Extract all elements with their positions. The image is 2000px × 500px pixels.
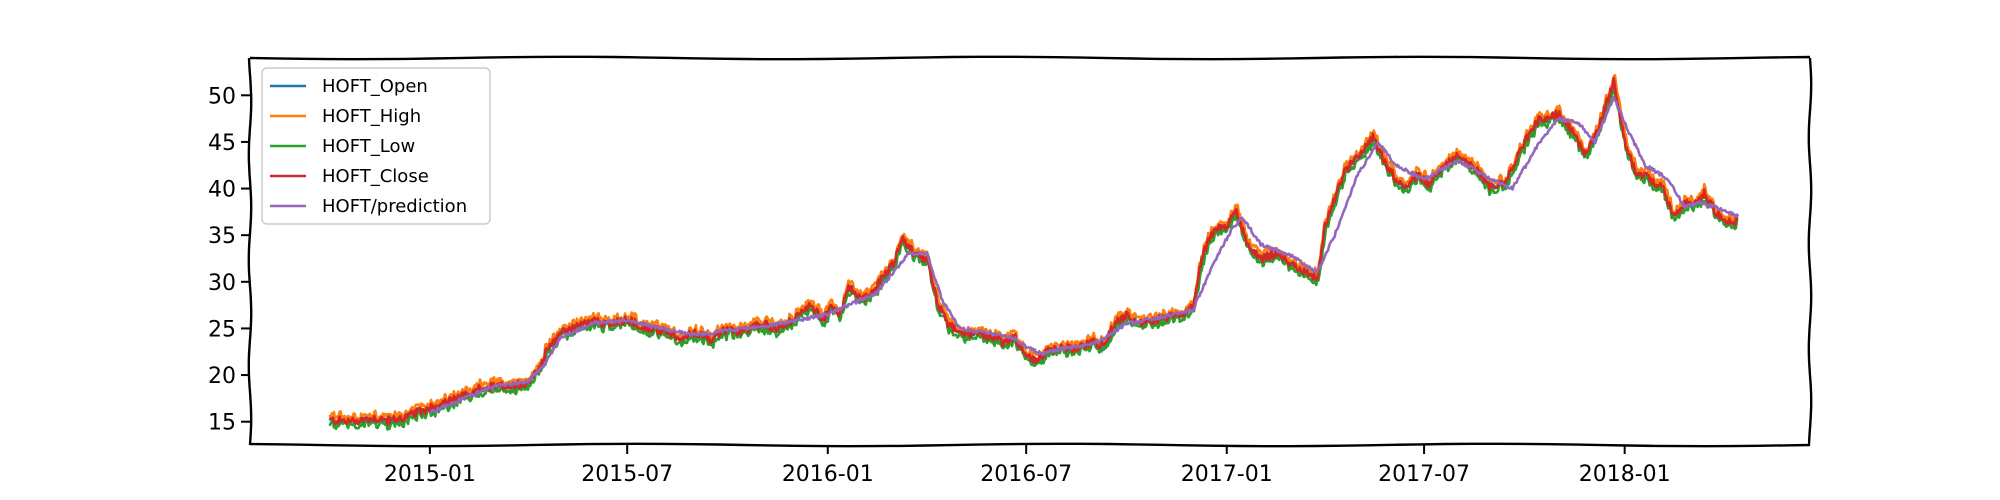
y-tick-label: 40 <box>208 178 236 203</box>
x-tick-label: 2016-01 <box>782 462 874 487</box>
legend-box <box>261 67 491 225</box>
y-tick-label: 25 <box>208 317 236 342</box>
y-tick-label: 15 <box>208 411 236 436</box>
x-tick-label: 2015-01 <box>384 462 476 487</box>
x-tick-label: 2015-07 <box>581 462 673 487</box>
x-tick-label: 2018-01 <box>1579 462 1671 487</box>
y-axis: 15 20 25 30 35 40 45 50 <box>208 84 250 436</box>
y-tick-label: 35 <box>208 224 236 249</box>
x-axis: 2015-01 2015-07 2016-01 2016-07 2017-01 2017-… <box>384 445 1671 487</box>
y-tick-label: 45 <box>208 131 236 156</box>
y-tick-label: 30 <box>208 271 236 296</box>
legend-label: HOFT_High <box>322 106 421 127</box>
series-line-hoft-prediction <box>429 95 1740 414</box>
x-tick-label: 2016-07 <box>980 462 1072 487</box>
legend-label: HOFT/prediction <box>322 196 467 217</box>
legend: HOFT_Open HOFT_High HOFT_Low HOFT_Close HOFT… <box>261 67 491 225</box>
x-tick-label: 2017-07 <box>1378 462 1470 487</box>
legend-label: HOFT_Low <box>322 136 415 157</box>
x-tick-label: 2017-01 <box>1181 462 1273 487</box>
y-tick-label: 20 <box>208 364 236 389</box>
legend-label: HOFT_Open <box>322 76 428 97</box>
plot-frame <box>247 55 1813 448</box>
plot-area <box>328 73 1740 431</box>
legend-label: HOFT_Close <box>322 166 429 187</box>
y-tick-label: 50 <box>208 84 236 109</box>
